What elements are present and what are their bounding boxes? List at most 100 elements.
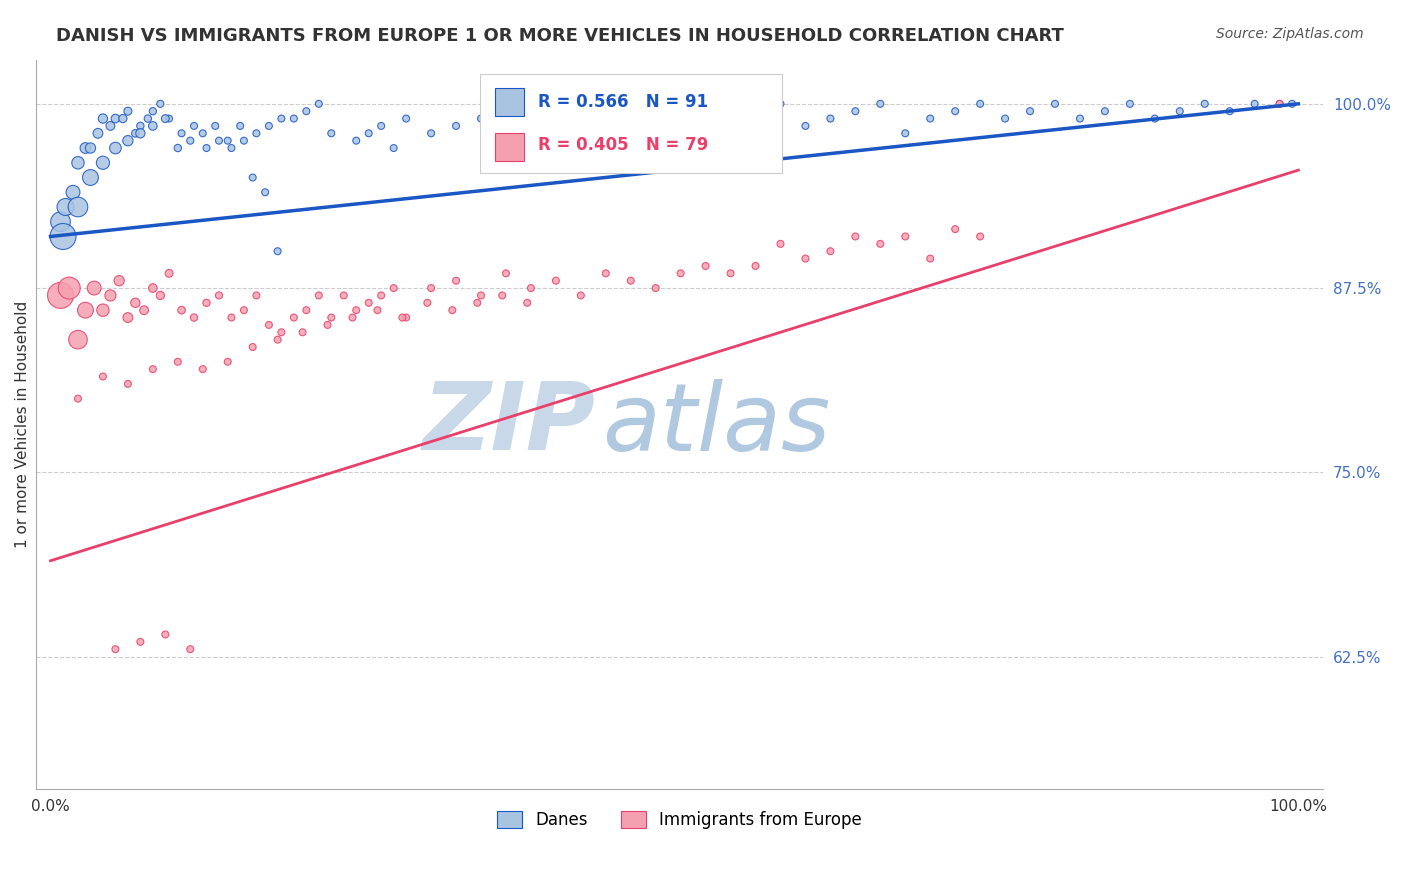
Point [444,119,467,133]
Point [195,295,218,310]
Point [395,310,418,325]
Point [117,134,139,148]
Point [242,340,264,354]
Point [232,134,254,148]
Text: atlas: atlas [602,379,831,470]
Point [221,141,243,155]
Point [91,303,114,318]
Point [720,266,742,280]
Point [49,215,72,229]
Point [844,229,866,244]
Point [232,303,254,318]
Point [382,281,405,295]
Text: R = 0.405   N = 79: R = 0.405 N = 79 [537,136,709,154]
Point [242,170,264,185]
Point [91,369,114,384]
Point [155,627,177,641]
Point [245,288,267,302]
Point [75,303,97,318]
Point [52,229,75,244]
Point [520,96,543,111]
Point [321,126,343,140]
Point [183,119,205,133]
Point [79,141,101,155]
Point [491,288,513,302]
Point [58,281,80,295]
Point [416,295,439,310]
Point [1168,104,1191,119]
Point [544,126,567,140]
Point [149,288,172,302]
Point [75,141,97,155]
Point [1243,96,1265,111]
Point [744,104,766,119]
Point [1043,96,1066,111]
Point [117,376,139,391]
Point [217,355,239,369]
Point [370,119,392,133]
Point [516,295,538,310]
Point [943,222,966,236]
Point [270,112,292,126]
Point [66,392,89,406]
Point [744,259,766,273]
Point [669,119,692,133]
Point [166,355,188,369]
Point [366,303,388,318]
Point [270,326,292,340]
Point [87,126,110,140]
Point [620,274,643,288]
Point [1219,104,1241,119]
Point [344,303,367,318]
Point [136,112,159,126]
Point [520,281,543,295]
Point [695,259,717,273]
Legend: Danes, Immigrants from Europe: Danes, Immigrants from Europe [491,804,869,836]
Point [66,200,89,214]
Point [208,134,231,148]
Point [316,318,339,332]
Point [117,104,139,119]
Point [820,244,842,259]
Point [208,288,231,302]
Point [104,112,127,126]
Point [920,252,942,266]
Point [495,266,517,280]
Y-axis label: 1 or more Vehicles in Household: 1 or more Vehicles in Household [15,301,30,548]
Point [195,141,218,155]
Point [83,281,105,295]
Point [794,119,817,133]
Point [157,112,180,126]
Point [308,288,330,302]
Text: R = 0.566   N = 91: R = 0.566 N = 91 [537,93,707,111]
Point [894,229,917,244]
Point [170,126,193,140]
Point [544,274,567,288]
Point [569,119,592,133]
Point [79,170,101,185]
Point [155,112,177,126]
Point [308,96,330,111]
Point [332,288,354,302]
Point [1119,96,1142,111]
Point [382,141,405,155]
Point [769,236,792,251]
Point [357,126,380,140]
Point [129,635,152,649]
Bar [479,74,782,173]
Text: ZIP: ZIP [423,378,596,470]
Point [266,244,288,259]
Point [111,112,134,126]
Text: Source: ZipAtlas.com: Source: ZipAtlas.com [1216,27,1364,41]
Point [943,104,966,119]
Point [695,112,717,126]
Point [844,104,866,119]
Point [104,141,127,155]
Point [370,288,392,302]
Point [142,281,165,295]
Point [969,229,991,244]
Point [183,310,205,325]
Point [108,274,131,288]
Point [66,333,89,347]
Point [820,112,842,126]
